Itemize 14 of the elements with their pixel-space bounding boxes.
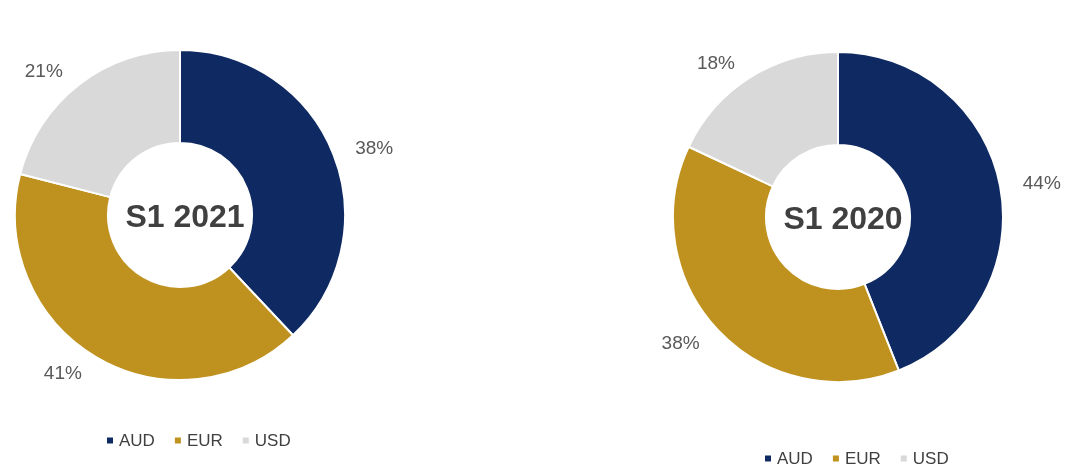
data-label: 21% (24, 59, 63, 81)
legend-label: AUD (119, 431, 155, 450)
legend-label: USD (912, 449, 949, 468)
legend-label: USD (254, 431, 291, 450)
text: S1 2020 (783, 200, 903, 236)
data-label: 18% (696, 51, 736, 73)
legend-label: AUD (777, 449, 813, 468)
legend-label: EUR (186, 431, 223, 450)
legend-label: EUR (844, 449, 881, 468)
data-label: 41% (43, 362, 82, 384)
data-label: 38% (355, 137, 394, 159)
data-label: 44% (1022, 172, 1061, 194)
text: S1 2021 (125, 198, 245, 234)
data-label: 38% (661, 331, 700, 353)
